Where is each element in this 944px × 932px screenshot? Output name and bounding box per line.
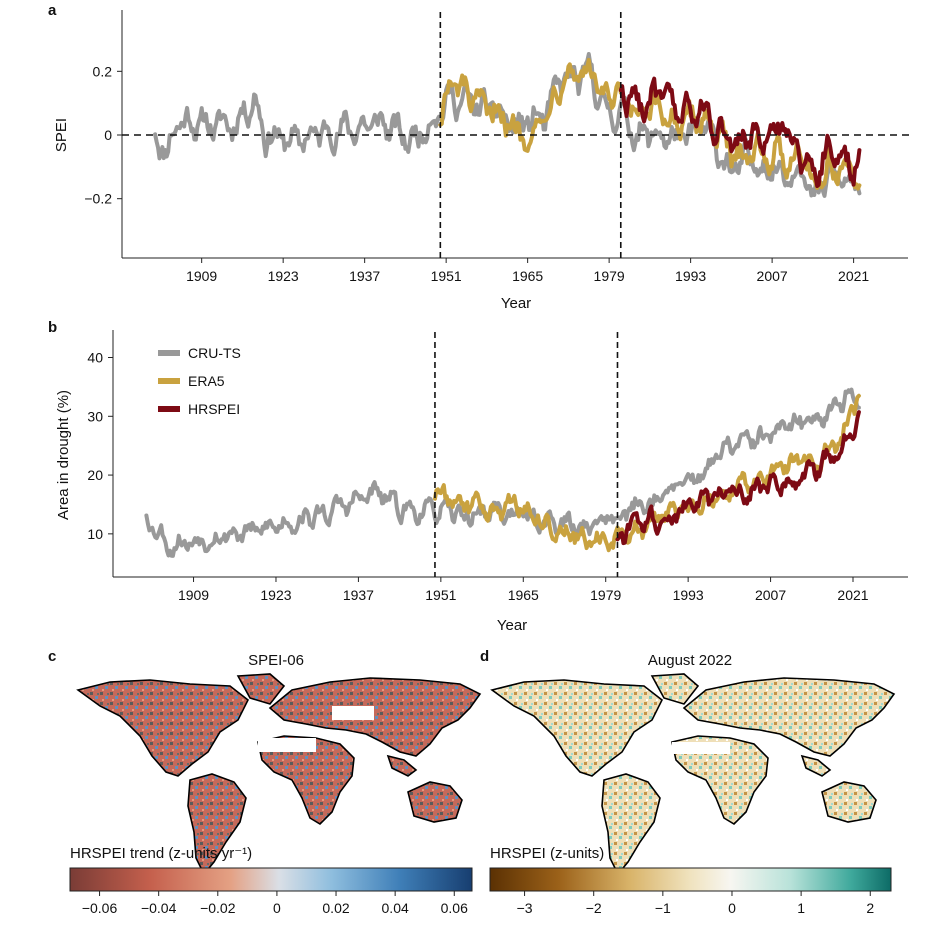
colorbar-c-title: HRSPEI trend (z-units yr⁻¹) <box>70 845 252 862</box>
x-tick-label: 1909 <box>178 587 209 603</box>
panel-a-y-ticks: 0.2 0 −0.2 <box>84 63 122 207</box>
x-tick-label: 1993 <box>673 587 704 603</box>
panel-a: 0.2 0 −0.2 1909 1923 1937 1951 1965 1979 1993 200… <box>53 10 910 312</box>
series-line-era5 <box>438 57 862 191</box>
map-d <box>490 673 896 876</box>
colorbar-d-title: HRSPEI (z-units) <box>490 845 604 862</box>
series-line-hrspei <box>618 76 862 188</box>
x-tick-label: 1979 <box>590 587 621 603</box>
legend-label-era5: ERA5 <box>188 373 225 389</box>
x-tick-label: 1937 <box>343 587 374 603</box>
x-tick-label: 1965 <box>508 587 539 603</box>
map-c-gobi-mask <box>332 706 374 720</box>
y-tick-label: 0 <box>104 127 112 143</box>
x-tick-label: 1965 <box>512 268 543 284</box>
map-d-eurasia <box>682 677 896 757</box>
panel-a-ylabel: SPEI <box>53 118 70 152</box>
panel-b: 10 20 30 40 1909 1923 1937 1951 1965 1979 1993 200… <box>55 330 908 634</box>
map-c-sahara-mask <box>258 738 316 752</box>
panel-a-x-ticks: 1909 1923 1937 1951 1965 1979 1993 2007 2021 <box>186 258 869 284</box>
panel-letter-d: d <box>480 648 489 665</box>
x-tick-label: 1923 <box>260 587 291 603</box>
colorbar-tick-label: −2 <box>586 900 602 916</box>
map-d-continents <box>490 673 896 876</box>
series-line-hrspei <box>615 410 861 546</box>
legend-label-hrspei: HRSPEI <box>188 401 240 417</box>
legend-label-cru-ts: CRU-TS <box>188 345 241 361</box>
y-tick-label: 20 <box>87 467 103 483</box>
map-c-southeast-asia <box>386 754 418 777</box>
colorbar-tick-label: −0.06 <box>82 900 118 916</box>
x-tick-label: 1993 <box>675 268 706 284</box>
map-title-c: SPEI-06 <box>248 652 304 669</box>
x-tick-label: 1979 <box>594 268 625 284</box>
map-c-eurasia <box>268 677 482 757</box>
series-line-cru-ts <box>144 387 861 558</box>
panel-letter-b: b <box>48 319 57 336</box>
map-d-north-america <box>490 679 664 777</box>
panel-a-xlabel: Year <box>501 295 531 312</box>
map-c-greenland <box>236 673 286 705</box>
colorbar-tick-label: 2 <box>866 900 874 916</box>
colorbar-tick-label: −1 <box>655 900 671 916</box>
colorbar-tick-label: −3 <box>517 900 533 916</box>
colorbar-tick-label: 0.04 <box>382 900 409 916</box>
colorbar-tick-label: 0.02 <box>322 900 349 916</box>
colorbar-c-ticks: −0.06 −0.04 −0.02 0 0.02 0.04 0.06 <box>82 891 468 916</box>
panel-b-x-ticks: 1909 1923 1937 1951 1965 1979 1993 2007 2021 <box>178 577 869 603</box>
x-tick-label: 1951 <box>431 268 462 284</box>
y-tick-label: 10 <box>87 526 103 542</box>
panel-letter-c: c <box>48 648 56 665</box>
colorbar-d <box>489 867 892 892</box>
series-line-era5 <box>433 393 861 553</box>
x-tick-label: 1937 <box>349 268 380 284</box>
colorbar-tick-label: 1 <box>797 900 805 916</box>
map-d-australia <box>821 781 877 823</box>
x-tick-label: 2007 <box>755 587 786 603</box>
colorbar-tick-label: −0.02 <box>200 900 236 916</box>
panel-b-ylabel: Area in drought (%) <box>55 390 72 520</box>
colorbar-d-ticks: −3 −2 −1 0 1 2 <box>517 891 874 916</box>
legend: CRU-TS ERA5 HRSPEI <box>158 345 241 417</box>
x-tick-label: 2021 <box>838 268 869 284</box>
map-c-north-america <box>76 679 250 777</box>
x-tick-label: 2021 <box>837 587 868 603</box>
colorbar-tick-label: −0.04 <box>141 900 177 916</box>
panel-b-y-ticks: 10 20 30 40 <box>87 350 113 542</box>
panel-b-reference-lines <box>434 332 619 577</box>
x-tick-label: 1909 <box>186 268 217 284</box>
map-d-sahara-mask <box>672 742 730 754</box>
panel-a-series <box>153 52 862 198</box>
map-c <box>76 673 482 876</box>
colorbar-tick-label: 0 <box>728 900 736 916</box>
x-tick-label: 1951 <box>425 587 456 603</box>
map-d-africa <box>671 735 769 826</box>
map-d-south-america <box>601 773 661 876</box>
colorbar-c <box>69 867 473 892</box>
map-c-africa <box>257 735 355 826</box>
map-title-d: August 2022 <box>648 652 732 669</box>
panel-a-reference-lines <box>122 12 910 258</box>
panel-b-xlabel: Year <box>497 617 527 634</box>
panel-b-series <box>144 387 861 558</box>
map-c-continents <box>76 673 482 876</box>
map-c-australia <box>407 781 463 823</box>
colorbar-tick-label: 0.06 <box>441 900 468 916</box>
panel-letter-a: a <box>48 2 57 19</box>
x-tick-label: 2007 <box>757 268 788 284</box>
colorbar-tick-label: 0 <box>273 900 281 916</box>
y-tick-label: 0.2 <box>93 63 113 79</box>
y-tick-label: 30 <box>87 408 103 424</box>
map-c-south-america <box>187 773 247 876</box>
map-d-greenland <box>650 673 700 705</box>
x-tick-label: 1923 <box>268 268 299 284</box>
y-tick-label: −0.2 <box>84 191 112 207</box>
y-tick-label: 40 <box>87 350 103 366</box>
map-d-southeast-asia <box>800 754 832 777</box>
